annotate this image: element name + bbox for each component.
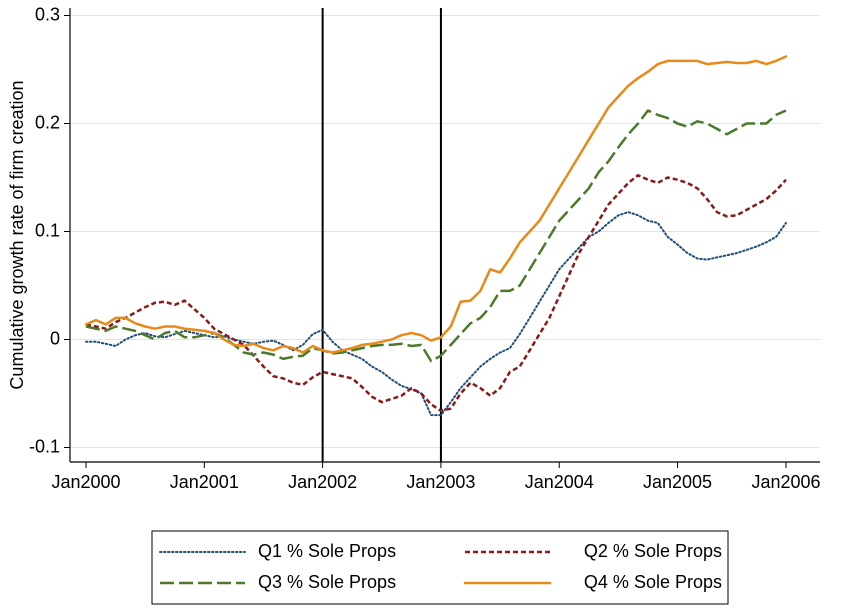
series-line-q1	[85, 211, 787, 417]
legend: Q1 % Sole Props Q2 % Sole Props Q3 % Sole …	[151, 530, 729, 605]
y-tick-label: 0.1	[35, 220, 60, 240]
x-tick-label: Jan2000	[51, 472, 120, 492]
series-lines	[84, 55, 788, 417]
series-line-q4	[84, 55, 788, 354]
x-tick-label: Jan2001	[170, 472, 239, 492]
x-tick-label: Jan2003	[406, 472, 475, 492]
legend-label-q2: Q2 % Sole Props	[584, 541, 722, 561]
y-tick-label: 0	[50, 328, 60, 348]
tick-labels: -0.1 0 0.1 0.2 0.3 Jan2000 Jan2001 Jan2002 Jan20…	[29, 4, 821, 492]
x-tick-label: Jan2006	[751, 472, 820, 492]
series-line-q3	[85, 109, 787, 363]
y-tick-label: 0.3	[35, 4, 60, 24]
x-tick-label: Jan2005	[643, 472, 712, 492]
legend-label-q1: Q1 % Sole Props	[258, 541, 396, 561]
series-line-q2	[85, 174, 787, 413]
y-axis-title: Cumulative growth rate of firm creation	[7, 80, 27, 389]
legend-label-q3: Q3 % Sole Props	[258, 572, 396, 592]
legend-box	[151, 530, 729, 605]
gridlines	[70, 15, 820, 448]
y-tick-label: 0.2	[35, 112, 60, 132]
axes	[64, 8, 820, 468]
event-lines	[321, 8, 442, 462]
x-tick-label: Jan2002	[288, 472, 357, 492]
y-tick-label: -0.1	[29, 436, 60, 456]
x-tick-label: Jan2004	[525, 472, 594, 492]
legend-label-q4: Q4 % Sole Props	[584, 572, 722, 592]
